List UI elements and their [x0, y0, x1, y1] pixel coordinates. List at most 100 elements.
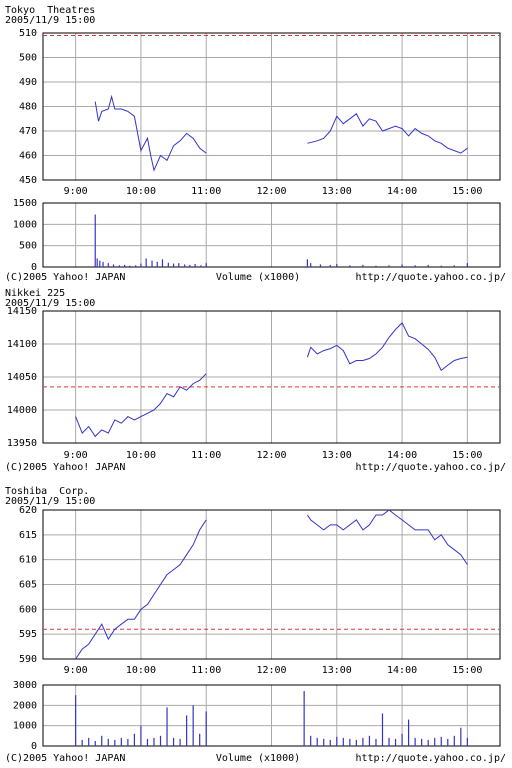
x-tick-label: 13:00	[322, 450, 352, 461]
y-tick-label: 620	[19, 505, 37, 516]
y-tick-label: 590	[19, 654, 37, 665]
volume-bar	[401, 733, 403, 746]
x-tick-label: 9:00	[64, 450, 88, 461]
plot-frame	[42, 202, 501, 268]
volume-bar	[408, 719, 410, 746]
x-tick-label: 9:00	[64, 186, 88, 197]
y-tick-label: 3000	[13, 680, 37, 691]
x-tick-label: 11:00	[191, 665, 221, 676]
volume-bar	[156, 261, 158, 267]
volume-bar	[427, 264, 429, 267]
volume-bar	[178, 263, 180, 267]
volume-bar	[140, 725, 142, 746]
volume-bar	[466, 737, 468, 746]
volume-bar	[342, 737, 344, 746]
chart-subtitle: 2005/11/9 15:00	[5, 298, 95, 309]
chart-subtitle: 2005/11/9 15:00	[5, 496, 95, 507]
volume-bar	[460, 727, 462, 746]
volume-bar	[186, 715, 188, 746]
volume-bar	[140, 263, 142, 267]
volume-bar	[421, 738, 423, 746]
volume-bar	[440, 265, 442, 267]
y-tick-label: 470	[19, 126, 37, 137]
volume-bar	[153, 737, 155, 746]
volume-bar	[205, 263, 207, 267]
volume-bar	[306, 259, 309, 267]
volume-bar	[440, 736, 442, 746]
x-tick-label: 12:00	[256, 450, 286, 461]
volume-bar	[151, 260, 153, 267]
volume-bar	[375, 265, 377, 267]
source-url: http://quote.yahoo.co.jp/	[355, 272, 506, 283]
volume-bar	[336, 264, 338, 267]
chart-subtitle: 2005/11/9 15:00	[5, 15, 95, 26]
volume-bar	[135, 265, 137, 267]
plot-frame	[42, 684, 501, 747]
volume-label: Volume (x1000)	[216, 272, 300, 283]
volume-bar	[336, 736, 338, 746]
y-tick-label: 615	[19, 530, 37, 541]
volume-bar	[179, 738, 181, 746]
volume-bar	[199, 733, 201, 746]
volume-bar	[94, 740, 96, 746]
x-tick-label: 12:00	[256, 186, 286, 197]
volume-bar	[200, 265, 202, 267]
volume-label: Volume (x1000)	[216, 753, 300, 764]
y-tick-label: 1500	[13, 198, 37, 209]
volume-bar	[349, 738, 351, 746]
volume-bar	[161, 259, 164, 267]
source-url: http://quote.yahoo.co.jp/	[355, 462, 506, 473]
volume-bar	[388, 265, 390, 267]
volume-bar	[159, 735, 162, 746]
y-tick-label: 13950	[7, 438, 37, 449]
volume-bar	[319, 264, 322, 267]
volume-bar	[118, 265, 120, 267]
x-tick-label: 13:00	[322, 186, 352, 197]
volume-bar	[323, 738, 325, 746]
x-tick-label: 9:00	[64, 665, 88, 676]
y-tick-label: 0	[31, 741, 37, 752]
volume-bar	[184, 264, 186, 267]
volume-bar	[172, 737, 175, 746]
x-tick-label: 15:00	[452, 186, 482, 197]
x-tick-label: 10:00	[126, 665, 156, 676]
volume-bar	[401, 264, 403, 267]
plot-frame	[42, 509, 501, 660]
y-tick-label: 460	[19, 151, 37, 162]
y-tick-label: 14000	[7, 405, 37, 416]
volume-bar	[94, 214, 96, 267]
y-tick-label: 450	[19, 175, 37, 186]
volume-bar	[329, 739, 331, 746]
chart-title: Nikkei 225	[5, 288, 65, 299]
volume-bar	[102, 261, 104, 267]
volume-bar	[394, 738, 397, 746]
x-tick-label: 10:00	[126, 186, 156, 197]
volume-bar	[434, 737, 436, 746]
y-tick-label: 600	[19, 604, 37, 615]
y-tick-label: 490	[19, 77, 37, 88]
x-tick-label: 14:00	[387, 450, 417, 461]
volume-bar	[375, 738, 377, 746]
volume-bar	[447, 738, 449, 746]
copyright: (C)2005 Yahoo! JAPAN	[5, 753, 125, 764]
x-tick-label: 12:00	[256, 665, 286, 676]
volume-bar	[355, 739, 357, 746]
y-tick-label: 14150	[7, 306, 37, 317]
volume-bar	[310, 263, 312, 267]
y-tick-label: 500	[19, 241, 37, 252]
price-line	[94, 94, 468, 172]
volume-bar	[329, 264, 331, 267]
volume-bar	[192, 705, 194, 746]
x-tick-label: 10:00	[126, 450, 156, 461]
x-tick-label: 11:00	[191, 186, 221, 197]
volume-bar	[189, 264, 191, 267]
volume-bar	[316, 737, 318, 746]
y-tick-label: 1000	[13, 721, 37, 732]
volume-bar	[120, 737, 122, 746]
volume-bar	[381, 713, 384, 746]
plot-frame	[42, 32, 501, 181]
price-line	[75, 509, 468, 660]
x-tick-label: 11:00	[191, 450, 221, 461]
price-line	[75, 322, 468, 438]
volume-bar	[101, 735, 103, 746]
